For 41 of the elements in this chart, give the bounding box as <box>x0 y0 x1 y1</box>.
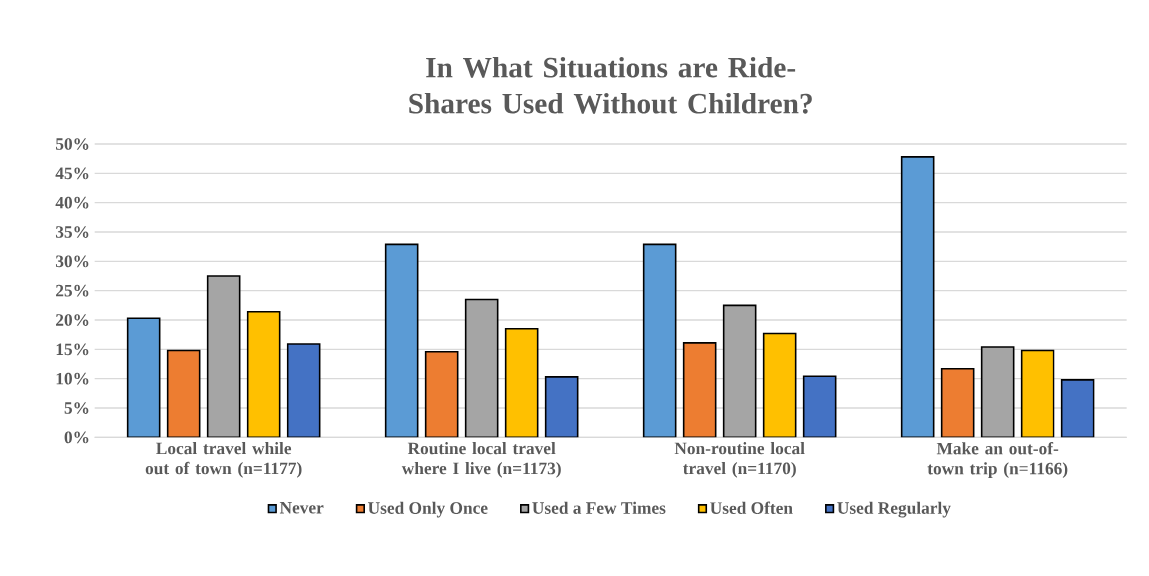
bar <box>424 350 459 438</box>
y-tick-label: 35% <box>55 226 89 238</box>
chart-title: In What Situations are Ride-Shares Used Without Children? <box>409 56 812 114</box>
x-tick-label: Routine local travel where I live (n=1173) <box>401 442 561 478</box>
y-tick-label: 40% <box>55 196 89 209</box>
bar <box>544 376 579 438</box>
legend-label: Used Regularly <box>837 501 951 518</box>
y-tick-label: 30% <box>55 255 89 268</box>
bar <box>1060 379 1095 438</box>
y-tick-label: 15% <box>56 343 89 356</box>
bar <box>802 375 837 438</box>
legend-label: Used a Few Times <box>532 501 666 514</box>
y-tick-label: 45% <box>55 167 89 180</box>
x-tick-label: Non-routine local travel (n=1170) <box>674 442 805 478</box>
bar <box>900 156 935 438</box>
y-tick-label: 5% <box>64 402 89 414</box>
y-tick-label: 20% <box>56 314 89 326</box>
bar <box>206 275 241 438</box>
bar <box>940 367 975 438</box>
bar <box>246 310 281 438</box>
bar <box>1020 349 1055 438</box>
bar <box>504 328 539 438</box>
bar <box>722 304 757 438</box>
legend-label: Used Only Once <box>368 501 488 518</box>
bar <box>286 343 321 438</box>
bar <box>762 332 797 438</box>
bar <box>384 243 419 438</box>
bar <box>980 346 1015 438</box>
y-tick-label: 0% <box>64 431 89 444</box>
bar <box>126 317 161 438</box>
y-tick-label: 50% <box>55 138 89 150</box>
y-tick-label: 25% <box>56 284 89 297</box>
bar <box>464 298 499 438</box>
y-tick-label: 10% <box>56 372 89 385</box>
bar <box>166 349 201 438</box>
x-tick-label: Make an out-of-town trip (n=1166) <box>927 442 1068 478</box>
bar <box>642 243 677 438</box>
legend-label: Never <box>279 502 324 514</box>
legend-label: Used Often <box>710 501 793 514</box>
bar <box>682 342 717 438</box>
x-tick-label: Local travel while out of town (n=1177) <box>145 442 302 478</box>
